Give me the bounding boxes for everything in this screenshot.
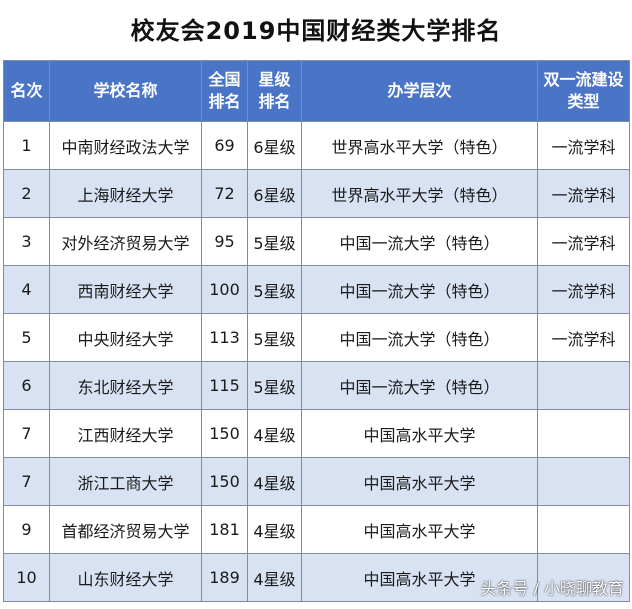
header-national-rank-line1: 全国 [208, 70, 241, 89]
cell-type [537, 361, 630, 410]
table-row: 4 西南财经大学 100 5星级 中国一流大学（特色） 一流学科 [3, 265, 630, 314]
table-row: 7 浙江工商大学 150 4星级 中国高水平大学 [3, 457, 630, 506]
cell-rank: 3 [3, 217, 50, 266]
cell-rank: 2 [3, 169, 50, 218]
header-star-rank: 星级 排名 [247, 60, 302, 122]
header-rank: 名次 [3, 60, 50, 122]
cell-rank: 1 [3, 121, 50, 170]
page-title: 校友会2019中国财经类大学排名 [130, 17, 502, 45]
cell-type [537, 505, 630, 554]
cell-national-rank: 95 [201, 217, 248, 266]
table-row: 6 东北财经大学 115 5星级 中国一流大学（特色） [3, 361, 630, 410]
cell-rank: 5 [3, 313, 50, 362]
cell-star: 5星级 [247, 217, 302, 266]
cell-school: 西南财经大学 [49, 265, 202, 314]
header-school: 学校名称 [49, 60, 202, 122]
cell-type: 一流学科 [537, 217, 630, 266]
cell-school: 中央财经大学 [49, 313, 202, 362]
table-row: 3 对外经济贸易大学 95 5星级 中国一流大学（特色） 一流学科 [3, 217, 630, 266]
cell-level: 中国高水平大学 [301, 553, 538, 602]
cell-type [537, 553, 630, 602]
cell-level: 世界高水平大学（特色） [301, 169, 538, 218]
cell-school: 山东财经大学 [49, 553, 202, 602]
cell-level: 中国高水平大学 [301, 457, 538, 506]
table-body: 1 中南财经政法大学 69 6星级 世界高水平大学（特色） 一流学科 2 上海财… [3, 121, 630, 602]
cell-rank: 7 [3, 409, 50, 458]
cell-star: 6星级 [247, 169, 302, 218]
cell-type: 一流学科 [537, 169, 630, 218]
cell-school: 东北财经大学 [49, 361, 202, 410]
cell-rank: 10 [3, 553, 50, 602]
table-header: 名次 学校名称 全国 排名 星级 排名 办学层次 双一流建设 类型 [3, 60, 630, 122]
header-double-first-line2: 类型 [567, 92, 600, 111]
cell-star: 4星级 [247, 457, 302, 506]
table-row: 10 山东财经大学 189 4星级 中国高水平大学 [3, 553, 630, 602]
cell-level: 中国一流大学（特色） [301, 361, 538, 410]
cell-national-rank: 150 [201, 457, 248, 506]
header-school-label: 学校名称 [93, 81, 158, 100]
cell-type [537, 457, 630, 506]
cell-level: 中国一流大学（特色） [301, 265, 538, 314]
cell-rank: 4 [3, 265, 50, 314]
cell-rank: 9 [3, 505, 50, 554]
cell-national-rank: 189 [201, 553, 248, 602]
cell-level: 中国一流大学（特色） [301, 313, 538, 362]
cell-star: 4星级 [247, 505, 302, 554]
cell-school: 江西财经大学 [49, 409, 202, 458]
cell-school: 浙江工商大学 [49, 457, 202, 506]
cell-level: 中国一流大学（特色） [301, 217, 538, 266]
table-row: 2 上海财经大学 72 6星级 世界高水平大学（特色） 一流学科 [3, 169, 630, 218]
cell-star: 5星级 [247, 265, 302, 314]
table-row: 1 中南财经政法大学 69 6星级 世界高水平大学（特色） 一流学科 [3, 121, 630, 170]
header-star-line1: 星级 [258, 70, 291, 89]
table-row: 9 首都经济贸易大学 181 4星级 中国高水平大学 [3, 505, 630, 554]
table-row: 7 江西财经大学 150 4星级 中国高水平大学 [3, 409, 630, 458]
cell-level: 中国高水平大学 [301, 505, 538, 554]
cell-national-rank: 181 [201, 505, 248, 554]
cell-star: 4星级 [247, 553, 302, 602]
header-national-rank-line2: 排名 [208, 92, 241, 111]
cell-star: 5星级 [247, 361, 302, 410]
cell-level: 世界高水平大学（特色） [301, 121, 538, 170]
ranking-table: 名次 学校名称 全国 排名 星级 排名 办学层次 双一流建设 类型 1 中南财经… [3, 60, 630, 602]
watermark: 头条号 / 小晓聊教育 [480, 579, 624, 598]
cell-type: 一流学科 [537, 121, 630, 170]
cell-star: 4星级 [247, 409, 302, 458]
cell-type [537, 409, 630, 458]
cell-rank: 7 [3, 457, 50, 506]
cell-school: 对外经济贸易大学 [49, 217, 202, 266]
cell-type: 一流学科 [537, 313, 630, 362]
cell-national-rank: 113 [201, 313, 248, 362]
cell-national-rank: 150 [201, 409, 248, 458]
header-double-first-class: 双一流建设 类型 [537, 60, 630, 122]
cell-star: 5星级 [247, 313, 302, 362]
cell-level: 中国高水平大学 [301, 409, 538, 458]
cell-national-rank: 72 [201, 169, 248, 218]
cell-national-rank: 69 [201, 121, 248, 170]
cell-national-rank: 100 [201, 265, 248, 314]
cell-national-rank: 115 [201, 361, 248, 410]
header-national-rank: 全国 排名 [201, 60, 248, 122]
cell-school: 中南财经政法大学 [49, 121, 202, 170]
cell-school: 上海财经大学 [49, 169, 202, 218]
cell-school: 首都经济贸易大学 [49, 505, 202, 554]
table-row: 5 中央财经大学 113 5星级 中国一流大学（特色） 一流学科 [3, 313, 630, 362]
cell-rank: 6 [3, 361, 50, 410]
cell-star: 6星级 [247, 121, 302, 170]
header-rank-label: 名次 [10, 81, 43, 100]
header-star-line2: 排名 [258, 92, 291, 111]
cell-type: 一流学科 [537, 265, 630, 314]
header-level: 办学层次 [301, 60, 538, 122]
table-header-row: 名次 学校名称 全国 排名 星级 排名 办学层次 双一流建设 类型 [3, 60, 630, 122]
header-double-first-line1: 双一流建设 [543, 70, 624, 89]
header-level-label: 办学层次 [387, 81, 452, 100]
